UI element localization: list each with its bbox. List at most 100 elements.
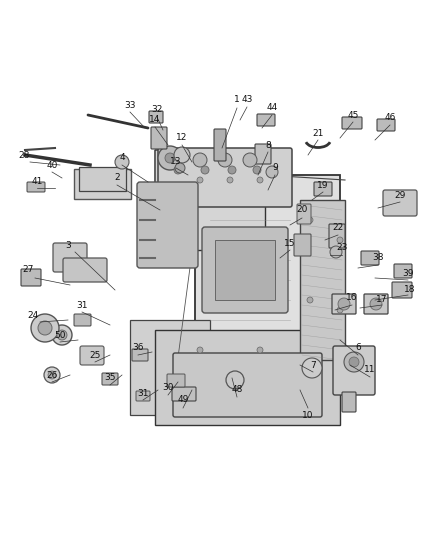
Circle shape bbox=[302, 358, 322, 378]
Circle shape bbox=[337, 307, 343, 313]
Circle shape bbox=[227, 177, 233, 183]
Text: 39: 39 bbox=[402, 269, 414, 278]
FancyBboxPatch shape bbox=[27, 182, 45, 192]
FancyBboxPatch shape bbox=[314, 182, 332, 196]
Text: 16: 16 bbox=[346, 294, 358, 303]
Circle shape bbox=[193, 153, 207, 167]
Text: 33: 33 bbox=[124, 101, 136, 109]
Circle shape bbox=[338, 298, 350, 310]
Text: 6: 6 bbox=[355, 343, 361, 352]
Circle shape bbox=[253, 166, 261, 174]
Circle shape bbox=[257, 347, 263, 353]
FancyBboxPatch shape bbox=[53, 243, 87, 272]
Circle shape bbox=[266, 166, 278, 178]
Circle shape bbox=[197, 347, 203, 353]
Text: 26: 26 bbox=[46, 370, 58, 379]
Text: 48: 48 bbox=[231, 385, 243, 394]
FancyBboxPatch shape bbox=[333, 346, 375, 395]
Text: 46: 46 bbox=[384, 114, 396, 123]
Text: 38: 38 bbox=[372, 254, 384, 262]
FancyBboxPatch shape bbox=[342, 392, 356, 412]
Text: 28: 28 bbox=[18, 150, 30, 159]
Polygon shape bbox=[155, 150, 265, 200]
Text: 45: 45 bbox=[347, 110, 359, 119]
FancyBboxPatch shape bbox=[215, 240, 275, 300]
FancyBboxPatch shape bbox=[332, 294, 356, 314]
FancyBboxPatch shape bbox=[392, 282, 412, 298]
Text: 40: 40 bbox=[46, 160, 58, 169]
Text: 44: 44 bbox=[266, 103, 278, 112]
Text: 1: 1 bbox=[234, 95, 240, 104]
Text: 10: 10 bbox=[302, 410, 314, 419]
Circle shape bbox=[344, 352, 364, 372]
Text: 13: 13 bbox=[170, 157, 182, 166]
FancyBboxPatch shape bbox=[394, 264, 412, 278]
FancyBboxPatch shape bbox=[130, 320, 210, 415]
FancyBboxPatch shape bbox=[155, 330, 340, 425]
FancyBboxPatch shape bbox=[173, 353, 322, 417]
Circle shape bbox=[370, 298, 382, 310]
Text: 22: 22 bbox=[332, 223, 344, 232]
Circle shape bbox=[243, 153, 257, 167]
Circle shape bbox=[158, 146, 182, 170]
FancyBboxPatch shape bbox=[300, 200, 345, 360]
Circle shape bbox=[48, 371, 56, 379]
Text: 25: 25 bbox=[89, 351, 101, 359]
Circle shape bbox=[307, 217, 313, 223]
FancyBboxPatch shape bbox=[167, 374, 185, 387]
Circle shape bbox=[57, 330, 67, 340]
Text: 32: 32 bbox=[151, 106, 162, 115]
FancyBboxPatch shape bbox=[151, 127, 167, 149]
FancyBboxPatch shape bbox=[149, 111, 163, 123]
Circle shape bbox=[174, 147, 190, 163]
Circle shape bbox=[226, 371, 244, 389]
Text: 36: 36 bbox=[132, 343, 144, 352]
FancyBboxPatch shape bbox=[137, 182, 198, 268]
FancyBboxPatch shape bbox=[136, 391, 150, 401]
Text: 50: 50 bbox=[54, 330, 66, 340]
FancyBboxPatch shape bbox=[80, 346, 104, 365]
Text: 21: 21 bbox=[312, 128, 324, 138]
Text: 49: 49 bbox=[177, 395, 189, 405]
Text: 7: 7 bbox=[310, 360, 316, 369]
FancyBboxPatch shape bbox=[132, 349, 148, 361]
FancyBboxPatch shape bbox=[21, 269, 41, 286]
Circle shape bbox=[228, 166, 236, 174]
FancyBboxPatch shape bbox=[342, 117, 362, 129]
Text: 43: 43 bbox=[241, 95, 253, 104]
Text: 9: 9 bbox=[272, 164, 278, 173]
Circle shape bbox=[44, 367, 60, 383]
Circle shape bbox=[168, 153, 182, 167]
Circle shape bbox=[218, 153, 232, 167]
Text: 17: 17 bbox=[376, 295, 388, 304]
Circle shape bbox=[337, 237, 343, 243]
Circle shape bbox=[330, 246, 342, 258]
Text: 18: 18 bbox=[404, 286, 416, 295]
FancyBboxPatch shape bbox=[383, 190, 417, 216]
FancyBboxPatch shape bbox=[297, 204, 311, 224]
Text: 31: 31 bbox=[137, 389, 149, 398]
Circle shape bbox=[38, 321, 52, 335]
Circle shape bbox=[201, 166, 209, 174]
Text: 23: 23 bbox=[336, 244, 348, 253]
Text: 31: 31 bbox=[76, 301, 88, 310]
Circle shape bbox=[52, 325, 72, 345]
Text: 4: 4 bbox=[119, 154, 125, 163]
Text: 8: 8 bbox=[265, 141, 271, 149]
Text: 19: 19 bbox=[317, 181, 329, 190]
Text: 2: 2 bbox=[114, 174, 120, 182]
Circle shape bbox=[257, 177, 263, 183]
FancyBboxPatch shape bbox=[329, 224, 345, 248]
Circle shape bbox=[174, 166, 182, 174]
Circle shape bbox=[31, 314, 59, 342]
FancyBboxPatch shape bbox=[294, 234, 311, 256]
Text: 30: 30 bbox=[162, 384, 174, 392]
FancyBboxPatch shape bbox=[74, 169, 131, 199]
FancyBboxPatch shape bbox=[155, 150, 265, 250]
Text: 27: 27 bbox=[22, 265, 34, 274]
Text: 14: 14 bbox=[149, 116, 161, 125]
Text: 20: 20 bbox=[297, 206, 307, 214]
FancyBboxPatch shape bbox=[361, 251, 379, 265]
Text: 11: 11 bbox=[364, 366, 376, 375]
Text: 15: 15 bbox=[284, 238, 296, 247]
